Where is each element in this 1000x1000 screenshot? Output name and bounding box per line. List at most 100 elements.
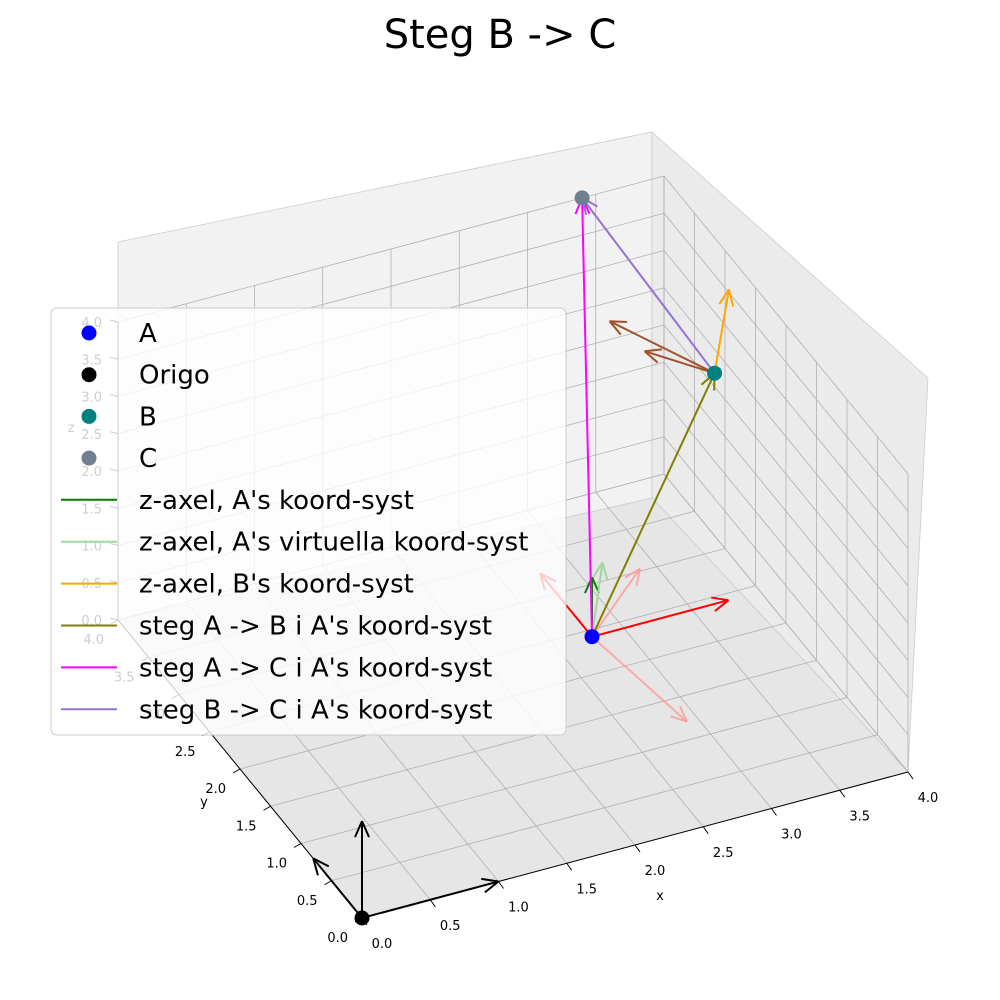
grid-line xyxy=(117,175,665,323)
x-tick-mark xyxy=(498,881,504,889)
y-axis-label: y xyxy=(200,795,208,810)
legend-marker xyxy=(81,450,97,466)
legend-label: Origo xyxy=(139,361,210,391)
A-virtual-x-arrow-head xyxy=(678,705,688,723)
x-tick-label: 4.0 xyxy=(918,791,939,806)
B-x-arrow-head xyxy=(608,320,622,336)
B-x-arrow xyxy=(608,320,715,375)
x-axis-label: x xyxy=(656,889,664,904)
A-virtual-y-arrow-head xyxy=(635,568,641,587)
x-tick-label: 2.5 xyxy=(713,846,734,861)
series-line-3-shaft xyxy=(591,372,716,638)
y-tick-label: 1.0 xyxy=(266,857,287,872)
grid-line xyxy=(663,212,909,512)
legend-label: B xyxy=(139,402,157,432)
origin-y-arrow xyxy=(312,857,363,919)
A-virtual-x-arrow-shaft xyxy=(591,635,688,723)
series-line-1-head xyxy=(601,562,609,580)
grid-line xyxy=(663,175,909,475)
origin-z-arrow-head xyxy=(361,820,370,838)
x-tick-label: 0.5 xyxy=(440,919,461,934)
series-line-5-shaft xyxy=(581,197,716,374)
A-x-arrow-head xyxy=(711,596,729,602)
A-x-arrow xyxy=(591,596,730,638)
origin-y-arrow-head xyxy=(312,857,330,868)
B-x-arrow-shaft xyxy=(609,320,715,375)
origin-z-arrow-head xyxy=(354,820,363,838)
series-line-2 xyxy=(713,288,735,374)
x-tick-mark xyxy=(429,899,436,908)
y-tick-mark xyxy=(293,843,302,848)
y-tick-mark xyxy=(232,768,241,774)
point-c xyxy=(574,190,590,206)
origin-x-arrow-head xyxy=(484,880,500,894)
A-x-arrow-shaft xyxy=(591,599,729,638)
x-tick-label: 1.5 xyxy=(576,882,597,897)
series-line-2-head xyxy=(727,289,735,307)
A-virtual-y-arrow xyxy=(591,567,641,638)
legend-label: steg A -> C i A's koord-syst xyxy=(139,653,492,683)
origin-y-arrow-head xyxy=(312,858,319,876)
A-virtual-x-arrow-head xyxy=(670,715,688,723)
A-virtual-y-arrow-head xyxy=(624,567,641,579)
y-tick-label: 2.5 xyxy=(175,745,196,760)
x-tick-mark xyxy=(702,826,709,835)
x-tick-mark xyxy=(771,808,777,816)
series-line-2-shaft xyxy=(713,289,730,374)
grid-line xyxy=(663,473,909,773)
x-tick-mark xyxy=(907,771,914,780)
legend-box xyxy=(50,307,567,736)
chart-title: Steg B -> C xyxy=(384,12,617,58)
B-y-arrow-head xyxy=(644,348,663,353)
x-tick-label: 2.0 xyxy=(645,864,666,879)
origin-x-arrow-head xyxy=(481,877,499,883)
legend-label: A xyxy=(139,319,157,349)
legend-label: steg A -> B i A's koord-syst xyxy=(139,612,492,642)
x-tick-label: 3.5 xyxy=(849,809,870,824)
series-line-2-head xyxy=(718,288,730,305)
B-x-arrow-head xyxy=(609,320,628,324)
grid-line xyxy=(663,324,909,624)
y-tick-label: 0.5 xyxy=(297,894,318,909)
x-tick-label: 1.0 xyxy=(508,901,529,916)
origin-x-arrow xyxy=(361,877,500,919)
x-tick-label: 3.0 xyxy=(781,828,802,843)
series-line-1-shaft xyxy=(591,562,604,637)
series-line-4-shaft xyxy=(581,197,593,637)
point-a xyxy=(584,629,600,645)
series-line-1 xyxy=(591,561,609,637)
legend: A Origo BCz-axel, A's koord-syst z-axel, A'… xyxy=(50,307,567,736)
y-tick-label: 1.5 xyxy=(236,819,257,834)
point-origo xyxy=(354,910,370,926)
legend-label: z-axel, A's koord-syst xyxy=(139,486,414,516)
point-b xyxy=(707,365,723,381)
A-virtual-y-arrow-shaft xyxy=(591,568,641,638)
B-y-arrow-head xyxy=(643,350,659,364)
origin-y-arrow-shaft xyxy=(312,857,363,919)
grid-line xyxy=(527,510,772,809)
origin-x-arrow-shaft xyxy=(361,880,499,919)
origin-z-arrow xyxy=(354,820,370,918)
x-tick-mark xyxy=(839,789,846,798)
x-tick-mark xyxy=(566,862,573,871)
legend-label: z-axel, B's koord-syst xyxy=(139,570,414,600)
B-y-arrow-shaft xyxy=(644,350,715,375)
grid-line xyxy=(663,250,909,549)
series-line-1-head xyxy=(592,561,604,578)
y-tick-mark xyxy=(324,880,332,886)
grid-line xyxy=(663,287,909,587)
x-tick-mark xyxy=(634,844,641,853)
plot-area xyxy=(312,190,735,926)
legend-marker xyxy=(81,325,97,341)
legend-label: steg B -> C i A's koord-syst xyxy=(139,695,492,725)
legend-label: C xyxy=(139,444,157,474)
A-virtual-x-arrow xyxy=(591,635,688,723)
legend-label: z-axel, A's virtuella koord-syst xyxy=(139,528,528,558)
legend-marker xyxy=(81,408,97,424)
y-tick-label: 2.0 xyxy=(205,782,226,797)
y-tick-mark xyxy=(263,805,271,811)
x-tick-label: 0.0 xyxy=(372,937,393,952)
A-x-arrow-head xyxy=(714,599,730,612)
